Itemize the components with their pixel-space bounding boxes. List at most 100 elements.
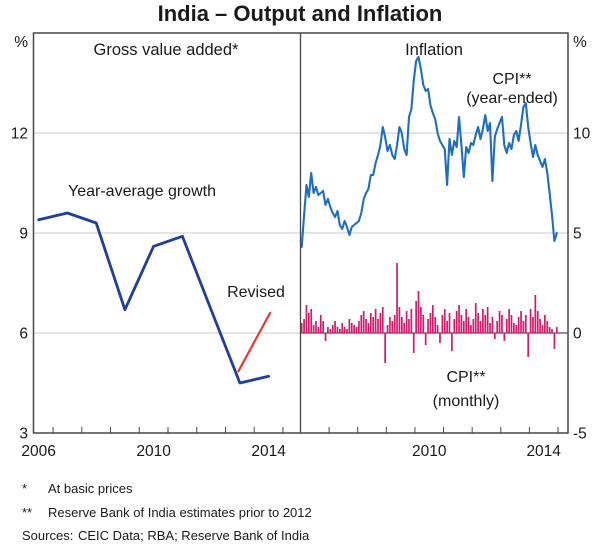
cpi-monthly-bar xyxy=(391,321,394,333)
cpi-monthly-bar xyxy=(455,311,458,333)
cpi-monthly-bar xyxy=(541,325,544,333)
cpi-monthly-bar xyxy=(439,333,441,343)
cpi-monthly-bar xyxy=(319,315,322,333)
cpi-monthly-bar xyxy=(486,307,489,333)
cpi-monthly-bar xyxy=(360,315,363,333)
cpi-monthly-bar xyxy=(384,333,386,363)
cpi-monthly-bar xyxy=(334,321,336,333)
cpi-monthly-bar xyxy=(551,329,553,333)
cpi-monthly-bar xyxy=(431,305,434,333)
x-axis-tick-label: 2006 xyxy=(21,443,55,460)
cpi-monthly-bar xyxy=(510,315,513,333)
cpi-monthly-bar xyxy=(355,327,358,333)
left-panel-title: Gross value added* xyxy=(94,41,240,59)
cpi-monthly-bar xyxy=(417,291,420,333)
cpi-monthly-bar xyxy=(462,321,465,333)
x-axis-tick-label: 2010 xyxy=(136,443,171,460)
x-axis-tick-label: 2014 xyxy=(251,443,286,460)
cpi-monthly-bar xyxy=(317,327,320,333)
y-axis-tick-label: -5 xyxy=(573,426,587,443)
right-panel-title: Inflation xyxy=(405,41,463,59)
y-axis-tick-label: 9 xyxy=(19,226,28,243)
cpi-monthly-bar xyxy=(470,325,472,333)
cpi-monthly-bar xyxy=(398,307,401,333)
cpi-monthly-bar xyxy=(534,295,537,333)
cpi-monthly-bar xyxy=(381,307,384,333)
cpi-monthly-bar xyxy=(508,309,510,333)
cpi-year-ended-label-line2: (year-ended) xyxy=(466,90,558,107)
cpi-monthly-bar xyxy=(374,309,377,333)
cpi-monthly-bar xyxy=(448,313,451,333)
cpi-monthly-bar xyxy=(412,333,415,353)
cpi-monthly-bar xyxy=(515,325,518,333)
cpi-monthly-label-line2: (monthly) xyxy=(433,393,500,410)
cpi-monthly-bar xyxy=(539,319,541,333)
cpi-monthly-bar xyxy=(367,323,370,333)
cpi-monthly-bar xyxy=(520,311,522,333)
cpi-monthly-bar xyxy=(310,309,313,333)
cpi-monthly-bar xyxy=(443,309,446,333)
cpi-monthly-bar xyxy=(369,313,372,333)
cpi-year-ended-label-line1: CPI** xyxy=(492,71,531,88)
y-axis-tick-label: 3 xyxy=(19,426,28,443)
cpi-monthly-bar xyxy=(501,315,503,333)
footnote-1-text: At basic prices xyxy=(48,481,133,496)
cpi-monthly-bar xyxy=(446,321,448,333)
left-axis-unit: % xyxy=(14,34,28,51)
cpi-monthly-bar xyxy=(336,327,339,333)
cpi-monthly-bar xyxy=(403,323,406,333)
cpi-monthly-bar xyxy=(300,323,303,333)
cpi-monthly-bar xyxy=(322,321,324,333)
cpi-monthly-bar xyxy=(329,329,332,333)
cpi-monthly-bar xyxy=(522,321,525,333)
cpi-monthly-bar xyxy=(365,319,367,333)
cpi-monthly-bar xyxy=(517,317,520,333)
y-axis-tick-label: 12 xyxy=(11,126,28,143)
cpi-monthly-bar xyxy=(422,315,425,333)
cpi-monthly-bar xyxy=(467,317,470,333)
y-axis-tick-label: 5 xyxy=(573,226,582,243)
cpi-monthly-bar xyxy=(424,333,427,345)
cpi-monthly-label-line1: CPI** xyxy=(446,369,485,386)
cpi-monthly-bar xyxy=(408,319,410,333)
chart-title: India – Output and Inflation xyxy=(157,1,443,26)
cpi-monthly-bar xyxy=(503,333,506,341)
cpi-monthly-bar xyxy=(527,333,530,357)
cpi-monthly-bar xyxy=(460,315,463,333)
cpi-monthly-bar xyxy=(427,319,429,333)
revised-annotation-line xyxy=(237,311,272,373)
cpi-monthly-bar xyxy=(372,317,375,333)
cpi-monthly-bar xyxy=(400,317,403,333)
cpi-monthly-bar xyxy=(393,315,396,333)
cpi-monthly-bar xyxy=(405,311,408,333)
cpi-monthly-bar xyxy=(348,319,351,333)
cpi-monthly-bar xyxy=(553,333,556,349)
cpi-monthly-bar xyxy=(532,317,534,333)
cpi-monthly-bar xyxy=(477,313,479,333)
footnote-1-marker: * xyxy=(22,481,28,496)
cpi-monthly-bar xyxy=(513,323,515,333)
y-axis-tick-label: 6 xyxy=(19,326,28,343)
cpi-monthly-bar xyxy=(436,325,439,333)
cpi-monthly-bar xyxy=(315,321,317,333)
chart-generated-geometry: 3 6 9 12 2006 2010 2014 -5 0 5 10 2010 2014 xyxy=(11,32,591,460)
cpi-monthly-bar xyxy=(410,309,413,333)
footnote-2: ** Reserve Bank of India estimates prior … xyxy=(22,505,312,520)
cpi-monthly-bar xyxy=(377,319,379,333)
cpi-monthly-bar xyxy=(338,329,341,333)
cpi-monthly-bar xyxy=(303,319,305,333)
cpi-monthly-bar xyxy=(544,315,546,333)
cpi-monthly-bar xyxy=(389,317,391,333)
cpi-monthly-bar xyxy=(555,327,558,333)
cpi-monthly-bar xyxy=(493,333,496,339)
cpi-monthly-bar xyxy=(505,319,508,333)
footnote-2-marker: ** xyxy=(22,505,33,520)
cpi-monthly-bar xyxy=(548,327,551,333)
cpi-monthly-bar xyxy=(524,315,527,333)
cpi-monthly-bar xyxy=(379,313,382,333)
footnote-1: * At basic prices xyxy=(22,481,133,496)
cpi-monthly-bar xyxy=(331,325,334,333)
cpi-monthly-bar xyxy=(536,311,539,333)
cpi-monthly-bar xyxy=(458,305,460,333)
